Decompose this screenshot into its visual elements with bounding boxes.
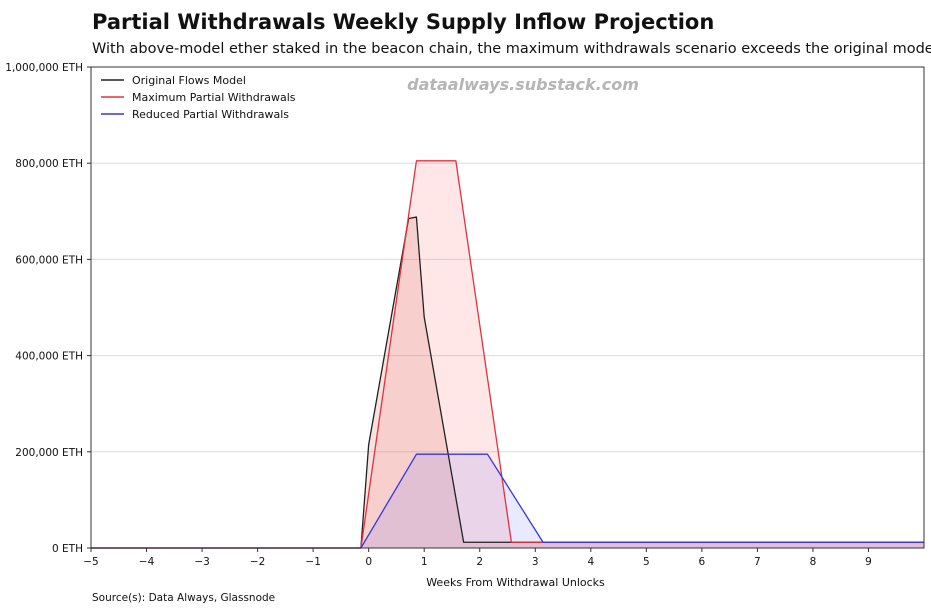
x-tick-label: 4 — [587, 556, 594, 568]
source-note: Source(s): Data Always, Glassnode — [92, 592, 276, 604]
x-tick-label: −1 — [305, 556, 320, 568]
legend: Original Flows Model Maximum Partial With… — [101, 74, 296, 121]
y-axis: 0 ETH 200,000 ETH 400,000 ETH 600,000 ETH 80… — [5, 62, 91, 555]
watermark: dataalways.substack.com — [407, 75, 639, 94]
legend-label: Reduced Partial Withdrawals — [132, 108, 289, 121]
chart-title: Partial Withdrawals Weekly Supply Inflow… — [92, 10, 715, 34]
x-axis-label: Weeks From Withdrawal Unlocks — [426, 576, 605, 589]
y-tick-label: 800,000 ETH — [15, 158, 83, 170]
y-tick-label: 600,000 ETH — [15, 254, 83, 266]
y-tick-label: 200,000 ETH — [15, 447, 83, 459]
x-tick-label: 3 — [532, 556, 539, 568]
y-tick-label: 0 ETH — [52, 543, 83, 555]
x-tick-label: −4 — [139, 556, 155, 568]
y-tick-label: 1,000,000 ETH — [5, 62, 83, 74]
series-area-2 — [91, 454, 924, 548]
x-tick-label: 0 — [365, 556, 372, 568]
series-areas — [91, 160, 924, 549]
x-tick-label: 9 — [865, 556, 872, 568]
x-tick-label: −3 — [194, 556, 209, 568]
x-tick-label: 8 — [810, 556, 817, 568]
plot-frame — [90, 66, 925, 549]
x-axis: −5 −4 −3 −2 −1 0 1 2 3 4 5 6 7 8 9 — [83, 548, 872, 568]
chart-subtitle: With above-model ether staked in the bea… — [92, 41, 931, 57]
x-tick-label: 2 — [476, 556, 483, 568]
x-tick-label: −2 — [250, 556, 265, 568]
series-line-0 — [91, 216, 924, 549]
x-tick-label: 1 — [421, 556, 428, 568]
legend-label: Maximum Partial Withdrawals — [132, 91, 296, 104]
y-tick-label: 400,000 ETH — [15, 351, 83, 363]
x-tick-label: 6 — [699, 556, 706, 568]
grid-lines — [91, 162, 924, 453]
x-tick-label: 7 — [754, 556, 761, 568]
x-tick-label: 5 — [643, 556, 650, 568]
legend-label: Original Flows Model — [132, 74, 246, 87]
x-tick-label: −5 — [83, 556, 98, 568]
